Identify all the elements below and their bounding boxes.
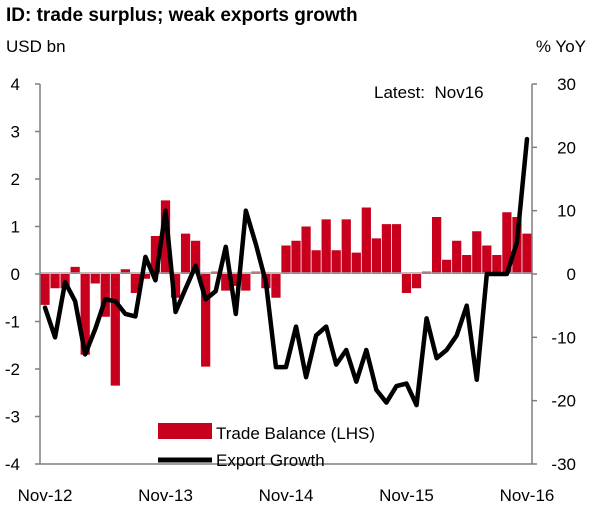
trade-balance-bar xyxy=(341,219,351,274)
latest-annotation: Latest: Nov16 xyxy=(374,83,484,102)
trade-balance-bar xyxy=(70,266,80,275)
trade-balance-bar xyxy=(130,274,141,293)
trade-balance-bar xyxy=(110,274,120,386)
right-tick-label: 20 xyxy=(557,138,576,157)
trade-balance-bar xyxy=(40,274,50,305)
left-tick-label: 4 xyxy=(11,75,20,94)
trade-balance-bar xyxy=(80,274,90,355)
trade-balance-bar xyxy=(482,245,492,274)
legend: Trade Balance (LHS) Export Growth xyxy=(158,423,375,470)
trade-balance-bar xyxy=(492,255,502,274)
trade-balance-bar xyxy=(371,238,381,275)
trade-balance-bar xyxy=(160,200,171,275)
left-tick-label: 1 xyxy=(11,218,20,237)
trade-balance-bar xyxy=(191,240,201,274)
trade-balance-bar xyxy=(442,259,452,274)
trade-balance-bar xyxy=(472,231,482,274)
trade-balance-bar xyxy=(271,274,281,298)
trade-balance-bar xyxy=(291,240,301,274)
left-axis-title: USD bn xyxy=(6,37,66,56)
trade-balance-bar xyxy=(201,274,211,367)
right-tick-label: 0 xyxy=(567,265,576,284)
trade-balance-bar xyxy=(241,274,251,291)
left-tick-label: -3 xyxy=(5,408,20,427)
trade-balance-bar xyxy=(311,250,321,274)
left-tick-label: -1 xyxy=(5,313,20,332)
right-tick-label: 30 xyxy=(557,75,576,94)
left-tick-label: 2 xyxy=(11,170,20,189)
left-axis: 4 3 2 1 0 -1 -2 -3 -4 xyxy=(5,75,41,474)
trade-balance-bar xyxy=(351,252,361,275)
trade-balance-bar xyxy=(170,274,181,298)
trade-balance-bar xyxy=(502,212,512,274)
trade-balance-bar xyxy=(120,269,130,274)
left-tick-label: 0 xyxy=(11,265,20,284)
trade-balance-bar xyxy=(281,245,291,274)
right-axis-title: % YoY xyxy=(536,37,586,56)
x-tick-label: Nov-15 xyxy=(379,486,434,505)
trade-balance-bar xyxy=(321,219,331,274)
trade-balance-bar xyxy=(381,224,392,275)
trade-balance-bar xyxy=(452,240,462,274)
trade-balance-bar xyxy=(301,226,311,274)
x-tick-label: Nov-16 xyxy=(500,486,555,505)
legend-label-trade-balance: Trade Balance (LHS) xyxy=(216,424,375,443)
trade-balance-bar xyxy=(221,274,231,291)
left-tick-label: 3 xyxy=(11,123,20,142)
legend-swatch-trade-balance xyxy=(158,423,212,439)
right-tick-label: -20 xyxy=(551,392,576,411)
trade-balance-bar xyxy=(50,274,60,289)
right-axis: 30 20 10 0 -10 -20 -30 xyxy=(531,75,576,474)
trade-balance-bar xyxy=(361,207,371,274)
trade-balance-bar xyxy=(140,274,151,279)
trade-balance-bar xyxy=(180,233,191,274)
trade-balance-bar xyxy=(391,224,402,275)
legend-label-export-growth: Export Growth xyxy=(216,451,325,470)
trade-balance-bar xyxy=(411,274,422,289)
trade-balance-bar xyxy=(462,255,472,274)
left-tick-label: -2 xyxy=(5,360,20,379)
trade-balance-bar xyxy=(100,274,110,317)
chart-title: ID: trade surplus; weak exports growth xyxy=(6,5,358,26)
trade-balance-bar xyxy=(150,236,161,274)
trade-balance-bar xyxy=(401,274,412,293)
export-growth-line xyxy=(42,136,530,408)
trade-balance-bar xyxy=(231,274,241,286)
right-tick-label: -30 xyxy=(551,455,576,474)
x-axis: Nov-12 Nov-13 Nov-14 Nov-15 Nov-16 xyxy=(18,463,555,505)
left-tick-label: -4 xyxy=(5,455,20,474)
trade-balance-bar xyxy=(331,250,341,274)
trade-balance-bar xyxy=(90,274,100,284)
export-growth-series xyxy=(42,136,530,408)
trade-balance-bars xyxy=(40,200,532,386)
trade-balance-bar xyxy=(431,217,442,274)
right-tick-label: -10 xyxy=(551,328,576,347)
x-tick-label: Nov-14 xyxy=(259,486,314,505)
right-tick-label: 10 xyxy=(557,202,576,221)
x-tick-label: Nov-12 xyxy=(18,486,73,505)
trade-balance-bar xyxy=(522,233,532,274)
x-tick-label: Nov-13 xyxy=(138,486,193,505)
